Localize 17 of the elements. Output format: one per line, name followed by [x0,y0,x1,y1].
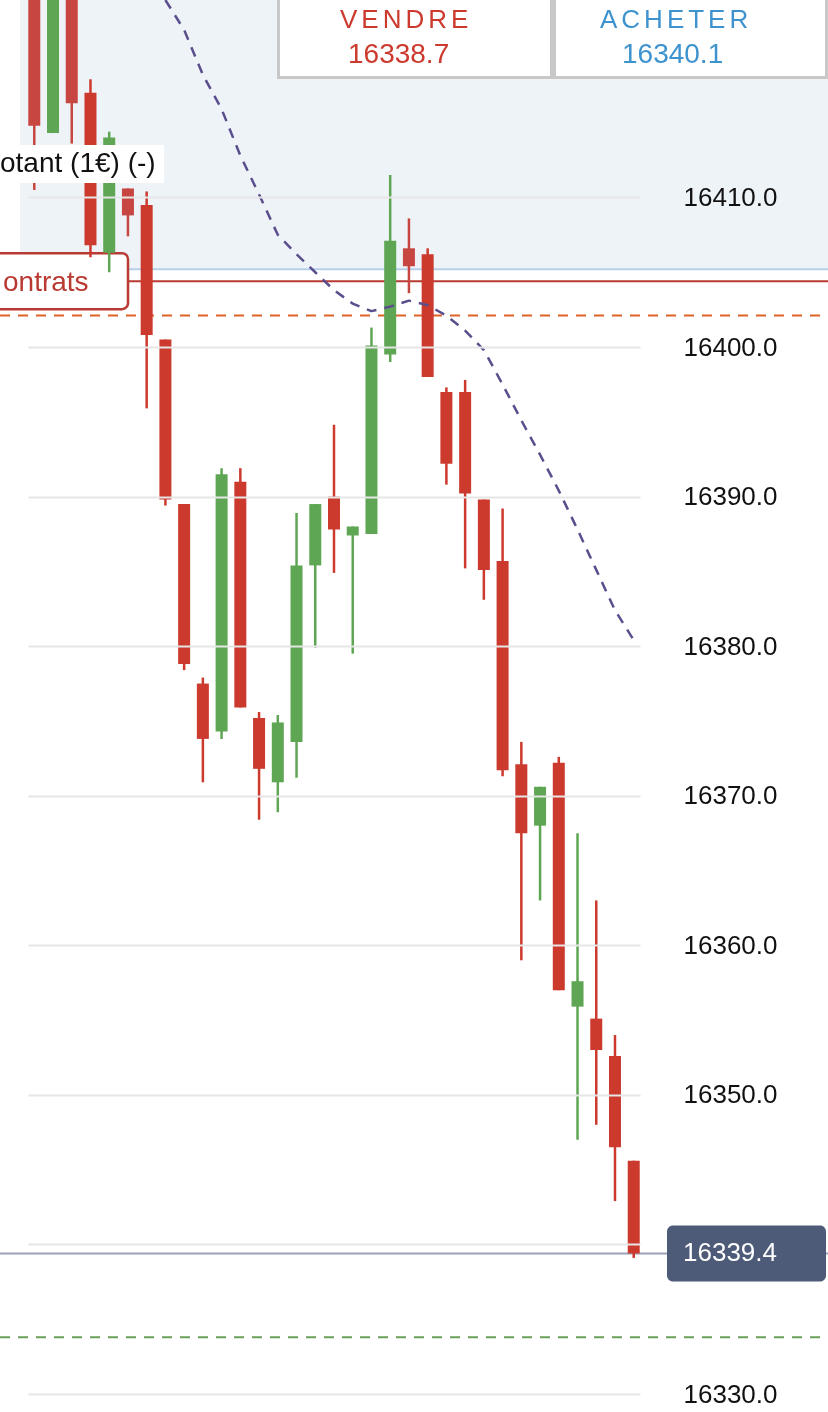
y-tick-label: 16370.0 [683,780,778,811]
candlestick [402,217,415,295]
annotation: 16340.1 [622,38,724,70]
y-tick-label: 16410.0 [683,181,778,212]
y-tick-label: 16330.0 [683,1378,778,1409]
candlestick [571,831,584,1142]
ref-line-label: 16339.4 [683,1237,777,1268]
annotation: ACHETER [600,4,753,35]
annotation: 16338.7 [348,38,450,70]
ref-line-label: ontrats [3,266,89,298]
y-tick-label: 16360.0 [683,929,778,960]
y-tick-label: 16400.0 [683,331,778,362]
annotation: otant (1€) (-) [0,145,164,183]
y-tick-label: 16390.0 [683,481,778,512]
annotation: VENDRE [340,4,473,35]
y-tick-label: 16350.0 [683,1079,778,1110]
y-tick-label: 16380.0 [683,630,778,661]
